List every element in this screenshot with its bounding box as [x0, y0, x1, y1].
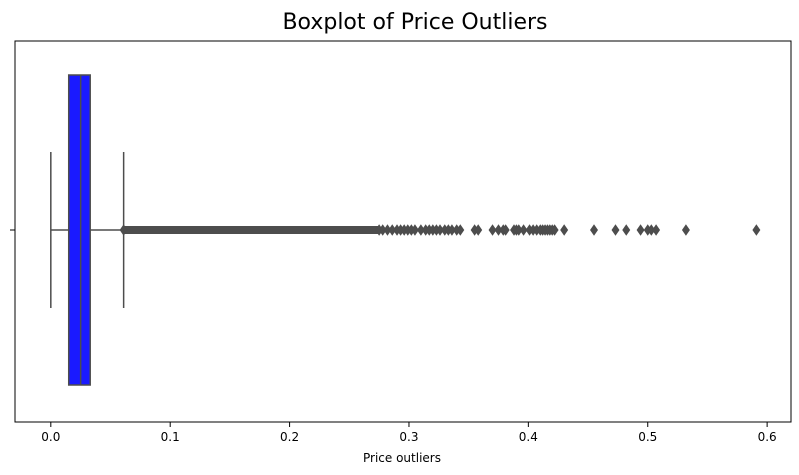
- outlier-point: [519, 224, 528, 236]
- outlier-point: [681, 224, 690, 236]
- x-tick-label: 0.4: [519, 430, 538, 444]
- outlier-point: [410, 224, 419, 236]
- outlier-point: [590, 224, 599, 236]
- iqr-box: [67, 74, 91, 386]
- plot-area-frame: [14, 40, 792, 423]
- outlier-point: [636, 224, 645, 236]
- outlier-point: [474, 224, 483, 236]
- x-tick-label: 0.5: [638, 430, 657, 444]
- outlier-point: [456, 224, 465, 236]
- x-tick-label: 0.2: [280, 430, 299, 444]
- x-tick-label: 0.6: [758, 430, 777, 444]
- outlier-point: [611, 224, 620, 236]
- outlier-point: [622, 224, 631, 236]
- outlier-point: [560, 224, 569, 236]
- outlier-point: [501, 224, 510, 236]
- outlier-point: [119, 224, 128, 236]
- chart-title: Boxplot of Price Outliers: [282, 10, 547, 35]
- outlier-cluster: [123, 226, 380, 234]
- outlier-point: [752, 224, 761, 236]
- outlier-point: [550, 224, 559, 236]
- outlier-point: [652, 224, 661, 236]
- outlier-point: [488, 224, 497, 236]
- boxplot-marks: [50, 74, 761, 386]
- x-axis: 0.0 0.1 0.2 0.3 0.4 0.5 0.6: [41, 422, 777, 444]
- x-tick-label: 0.0: [41, 430, 60, 444]
- x-tick-label: 0.1: [161, 430, 180, 444]
- x-tick-label: 0.3: [399, 430, 418, 444]
- x-axis-label: Price outliers: [363, 451, 441, 465]
